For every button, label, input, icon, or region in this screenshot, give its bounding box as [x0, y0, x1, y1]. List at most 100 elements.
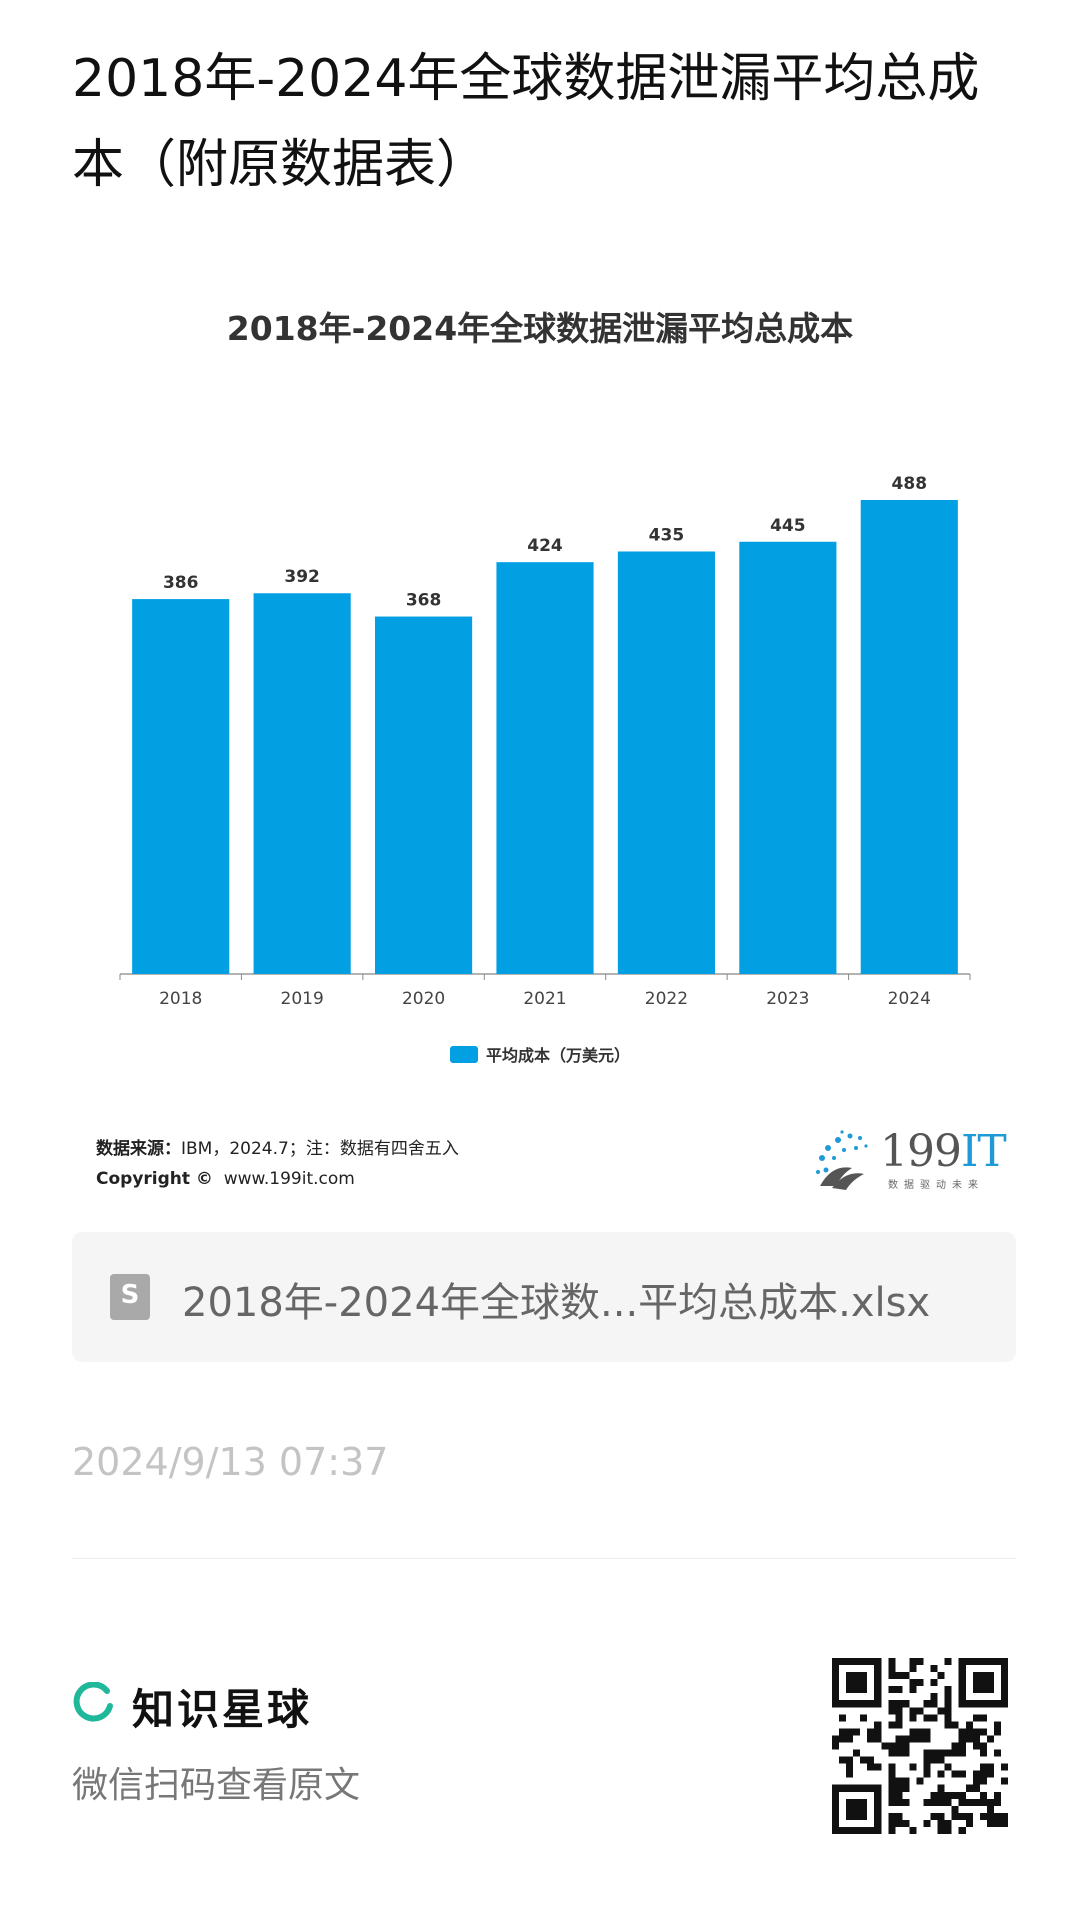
qr-module [860, 1805, 868, 1813]
qr-module [965, 1721, 973, 1729]
qr-module [909, 1714, 917, 1722]
qr-module [860, 1700, 868, 1708]
bar-2023 [739, 541, 837, 974]
qr-module [972, 1784, 980, 1792]
qr-module [1000, 1819, 1008, 1827]
qr-module [867, 1826, 875, 1834]
qr-module [993, 1812, 1001, 1820]
qr-module [979, 1770, 987, 1778]
qr-module [909, 1763, 917, 1771]
qr-module [846, 1756, 854, 1764]
qr-module [958, 1798, 966, 1806]
x-tick-label: 2020 [402, 989, 445, 1009]
qr-module [986, 1700, 994, 1708]
qr-module [923, 1763, 931, 1771]
qr-code[interactable] [832, 1658, 1008, 1834]
qr-module [972, 1700, 980, 1708]
qr-module [979, 1742, 987, 1750]
qr-module [944, 1819, 952, 1827]
qr-module [958, 1749, 966, 1757]
chart-card: 2018年-2024年全球数据泄漏平均总成本 386 2018 392 2019 368… [0, 290, 1080, 1210]
qr-module [993, 1819, 1001, 1827]
qr-module [1000, 1812, 1008, 1820]
qr-module [839, 1714, 847, 1722]
qr-module [993, 1700, 1001, 1708]
qr-module [846, 1686, 854, 1694]
copyright-label: Copyright © [96, 1169, 213, 1189]
qr-module [909, 1735, 917, 1743]
qr-module [846, 1658, 854, 1666]
qr-module [965, 1784, 973, 1792]
qr-module [895, 1742, 903, 1750]
qr-module [888, 1742, 896, 1750]
qr-module [902, 1742, 910, 1750]
qr-module [902, 1735, 910, 1743]
qr-module [853, 1805, 861, 1813]
qr-module [993, 1798, 1001, 1806]
qr-module [944, 1686, 952, 1694]
qr-module [874, 1728, 882, 1736]
post-timestamp: 2024/9/13 07:37 [72, 1440, 389, 1484]
qr-module [832, 1798, 840, 1806]
qr-module [839, 1700, 847, 1708]
dandelion-icon [816, 1130, 868, 1190]
qr-module [979, 1763, 987, 1771]
qr-module [888, 1700, 896, 1708]
x-tick-label: 2018 [159, 989, 202, 1009]
qr-module [832, 1784, 840, 1792]
qr-module [965, 1658, 973, 1666]
qr-module [832, 1658, 840, 1666]
qr-module [937, 1770, 945, 1778]
qr-module [874, 1665, 882, 1673]
qr-module [902, 1672, 910, 1680]
logo-tagline: 数据驱动未来 [888, 1180, 984, 1191]
qr-module [951, 1770, 959, 1778]
qr-module [895, 1749, 903, 1757]
qr-module [895, 1812, 903, 1820]
qr-module [888, 1707, 896, 1715]
qr-module [916, 1679, 924, 1687]
qr-module [930, 1812, 938, 1820]
qr-module [958, 1665, 966, 1673]
attachment-card[interactable]: S 2018年-2024年全球数...平均总成本.xlsx [72, 1232, 1016, 1362]
qr-module [888, 1791, 896, 1799]
qr-module [1000, 1777, 1008, 1785]
qr-module [986, 1735, 994, 1743]
qr-module [867, 1658, 875, 1666]
qr-module [853, 1700, 861, 1708]
spreadsheet-file-icon: S [110, 1274, 150, 1320]
qr-module [895, 1714, 903, 1722]
qr-module [1000, 1763, 1008, 1771]
chart-title: 2018年-2024年全球数据泄漏平均总成本 [226, 309, 854, 348]
qr-module [993, 1728, 1001, 1736]
qr-module [937, 1791, 945, 1799]
qr-module [958, 1791, 966, 1799]
qr-module [839, 1784, 847, 1792]
qr-module [888, 1686, 896, 1694]
page-title: 2018年-2024年全球数据泄漏平均总成本（附原数据表） [72, 49, 980, 195]
qr-module [888, 1665, 896, 1673]
attachment-file-name[interactable]: 2018年-2024年全球数...平均总成本.xlsx [182, 1280, 931, 1326]
qr-module [874, 1819, 882, 1827]
qr-module [979, 1686, 987, 1694]
qr-module [979, 1700, 987, 1708]
qr-module [853, 1826, 861, 1834]
qr-module [860, 1658, 868, 1666]
qr-module [951, 1749, 959, 1757]
qr-module [1000, 1686, 1008, 1694]
data-label: 445 [770, 516, 806, 536]
qr-module [1000, 1679, 1008, 1687]
qr-module [930, 1665, 938, 1673]
x-tick-label: 2022 [645, 989, 688, 1009]
bar-2018 [132, 599, 230, 974]
qr-module [986, 1672, 994, 1680]
qr-module [958, 1735, 966, 1743]
qr-module [832, 1672, 840, 1680]
qr-module [888, 1819, 896, 1827]
logo-text: 199IT [880, 1126, 1007, 1177]
qr-module [895, 1672, 903, 1680]
qr-module [972, 1658, 980, 1666]
qr-module [916, 1777, 924, 1785]
bar-2021 [496, 562, 594, 974]
qr-module [923, 1819, 931, 1827]
